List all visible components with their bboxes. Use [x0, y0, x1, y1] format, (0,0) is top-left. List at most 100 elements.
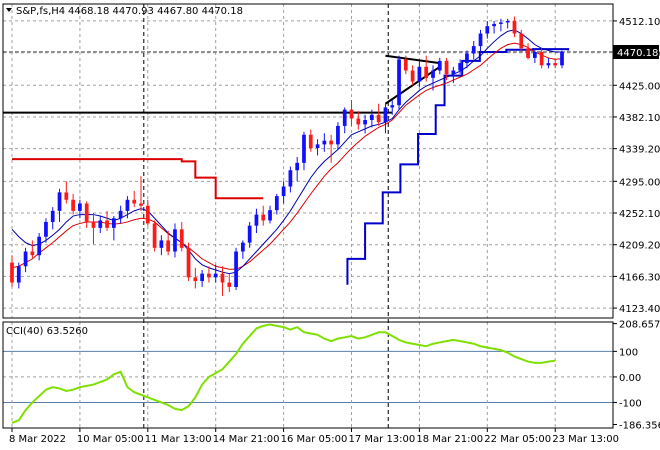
candle-body — [179, 229, 184, 248]
candle-body — [424, 66, 429, 78]
candle-body — [118, 210, 123, 219]
candle — [98, 216, 103, 234]
candle-body — [342, 109, 347, 126]
price-overlays — [3, 29, 613, 285]
candle-body — [57, 192, 62, 211]
cci-grid — [3, 322, 613, 428]
candle-body — [458, 63, 463, 71]
candle — [281, 181, 286, 204]
candle — [336, 122, 340, 150]
candle — [451, 66, 456, 84]
candle-body — [16, 266, 21, 283]
candle-body — [37, 236, 42, 256]
candle-body — [105, 220, 109, 228]
candle — [91, 213, 96, 245]
candle-body — [125, 199, 130, 211]
time-label: 16 Mar 05:00 — [281, 434, 348, 445]
candle-body — [417, 66, 422, 82]
candle — [329, 134, 334, 163]
candle — [424, 55, 429, 82]
candle — [166, 230, 171, 256]
candle-body — [302, 134, 306, 163]
candle — [342, 107, 347, 134]
price-tick-label: 4425.00 — [619, 81, 660, 92]
candle — [71, 193, 75, 215]
axes — [2, 3, 617, 432]
candle — [111, 216, 116, 241]
candle-body — [471, 46, 476, 54]
candle — [370, 109, 374, 128]
candle-body — [431, 70, 435, 78]
time-label: 17 Mar 13:00 — [349, 434, 416, 445]
candle — [485, 20, 490, 39]
candle — [546, 57, 551, 69]
candle-body — [132, 199, 137, 204]
candle-body — [261, 214, 266, 221]
candle — [193, 267, 198, 289]
candle — [417, 60, 422, 88]
candle-body — [322, 140, 327, 145]
price-tick-label: 4382.10 — [619, 113, 660, 124]
candle — [254, 208, 259, 234]
candle — [295, 156, 300, 182]
candle — [431, 65, 435, 91]
candle-body — [492, 23, 496, 27]
candle-body — [111, 218, 116, 228]
price-tick-label: 4123.40 — [619, 304, 660, 315]
candle — [179, 221, 184, 252]
candle — [512, 16, 517, 38]
candle — [261, 205, 266, 226]
candle-body — [465, 53, 469, 64]
candle — [478, 29, 483, 53]
cci-label: CCI(40) 63.5260 — [6, 326, 88, 337]
candle — [519, 29, 524, 53]
candle — [308, 129, 313, 152]
candle-body — [200, 273, 204, 282]
candle — [383, 103, 388, 134]
candle-body — [532, 52, 537, 58]
candle — [560, 50, 564, 69]
ma-red-line — [11, 42, 563, 270]
candle — [499, 18, 503, 32]
candle-body — [315, 144, 320, 149]
dropdown-triangle-icon[interactable] — [6, 8, 12, 12]
candle-body — [505, 20, 510, 23]
blue-channel-line — [346, 48, 570, 285]
candle — [220, 266, 225, 296]
candle-body — [499, 22, 503, 24]
candle — [465, 50, 469, 69]
time-label: 8 Mar 2022 — [9, 434, 66, 445]
candle — [139, 176, 143, 211]
candle-body — [437, 60, 442, 71]
candle-body — [363, 119, 367, 125]
candle — [315, 139, 320, 156]
candle — [145, 199, 150, 226]
candle — [532, 48, 537, 64]
candle — [492, 20, 496, 34]
candle — [10, 255, 14, 287]
candle-body — [403, 59, 408, 71]
candle — [118, 205, 123, 224]
candle-body — [512, 20, 517, 34]
candle-body — [44, 221, 48, 237]
candle-body — [78, 203, 82, 211]
candle-body — [152, 223, 157, 248]
candle-body — [356, 118, 361, 125]
current-price-box — [613, 45, 659, 59]
candle — [505, 18, 510, 29]
candle-body — [240, 242, 245, 252]
cci-indicator — [11, 323, 556, 424]
candle — [207, 266, 211, 283]
candle — [173, 223, 177, 258]
candle — [410, 65, 415, 86]
candle — [30, 240, 35, 259]
price-tick-label: 4295.00 — [619, 177, 660, 188]
candle — [390, 100, 395, 115]
price-tick-label: 4166.30 — [619, 272, 660, 283]
candle-body — [10, 262, 14, 283]
candle-body — [485, 26, 490, 34]
candle-body — [390, 105, 395, 108]
candle — [240, 240, 245, 259]
session-lines — [143, 4, 389, 428]
